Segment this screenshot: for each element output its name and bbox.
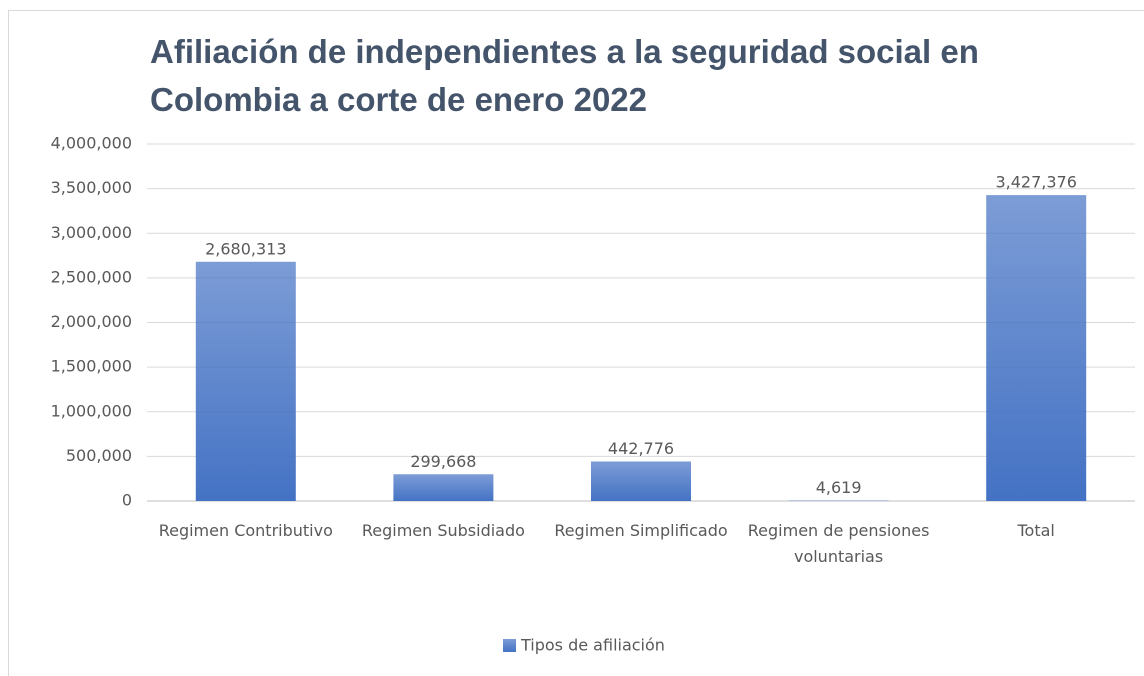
bar (195, 261, 296, 501)
y-tick-label: 1,000,000 (51, 401, 132, 420)
legend-swatch (503, 639, 516, 652)
bar (986, 195, 1087, 501)
value-label: 4,619 (816, 478, 862, 497)
legend-label: Tipos de afiliación (520, 636, 665, 655)
chart-border (8, 10, 1144, 676)
x-tick-label: Total (1017, 521, 1055, 540)
value-label: 299,668 (410, 452, 476, 471)
x-tick-label: Regimen de pensiones voluntarias (747, 521, 930, 566)
x-tick-label: Regimen Contributivo (158, 521, 333, 540)
y-tick-label: 0 (122, 491, 132, 510)
bar (393, 474, 494, 501)
y-tick-label: 2,500,000 (51, 267, 132, 286)
y-tick-label: 500,000 (66, 446, 132, 465)
value-label: 3,427,376 (995, 173, 1076, 192)
x-tick-label: Regimen Simplificado (554, 521, 728, 540)
y-tick-label: 1,500,000 (51, 357, 132, 376)
value-label: 2,680,313 (205, 239, 286, 258)
bar (591, 461, 691, 501)
value-label: 442,776 (608, 439, 674, 458)
x-tick-label: Regimen Subsidiado (361, 521, 525, 540)
y-tick-label: 4,000,000 (51, 134, 132, 153)
y-tick-label: 3,000,000 (51, 223, 132, 242)
y-tick-label: 3,500,000 (51, 178, 132, 197)
chart-title: Afiliación de independientes a la seguri… (150, 33, 979, 118)
y-tick-label: 2,000,000 (51, 312, 132, 331)
